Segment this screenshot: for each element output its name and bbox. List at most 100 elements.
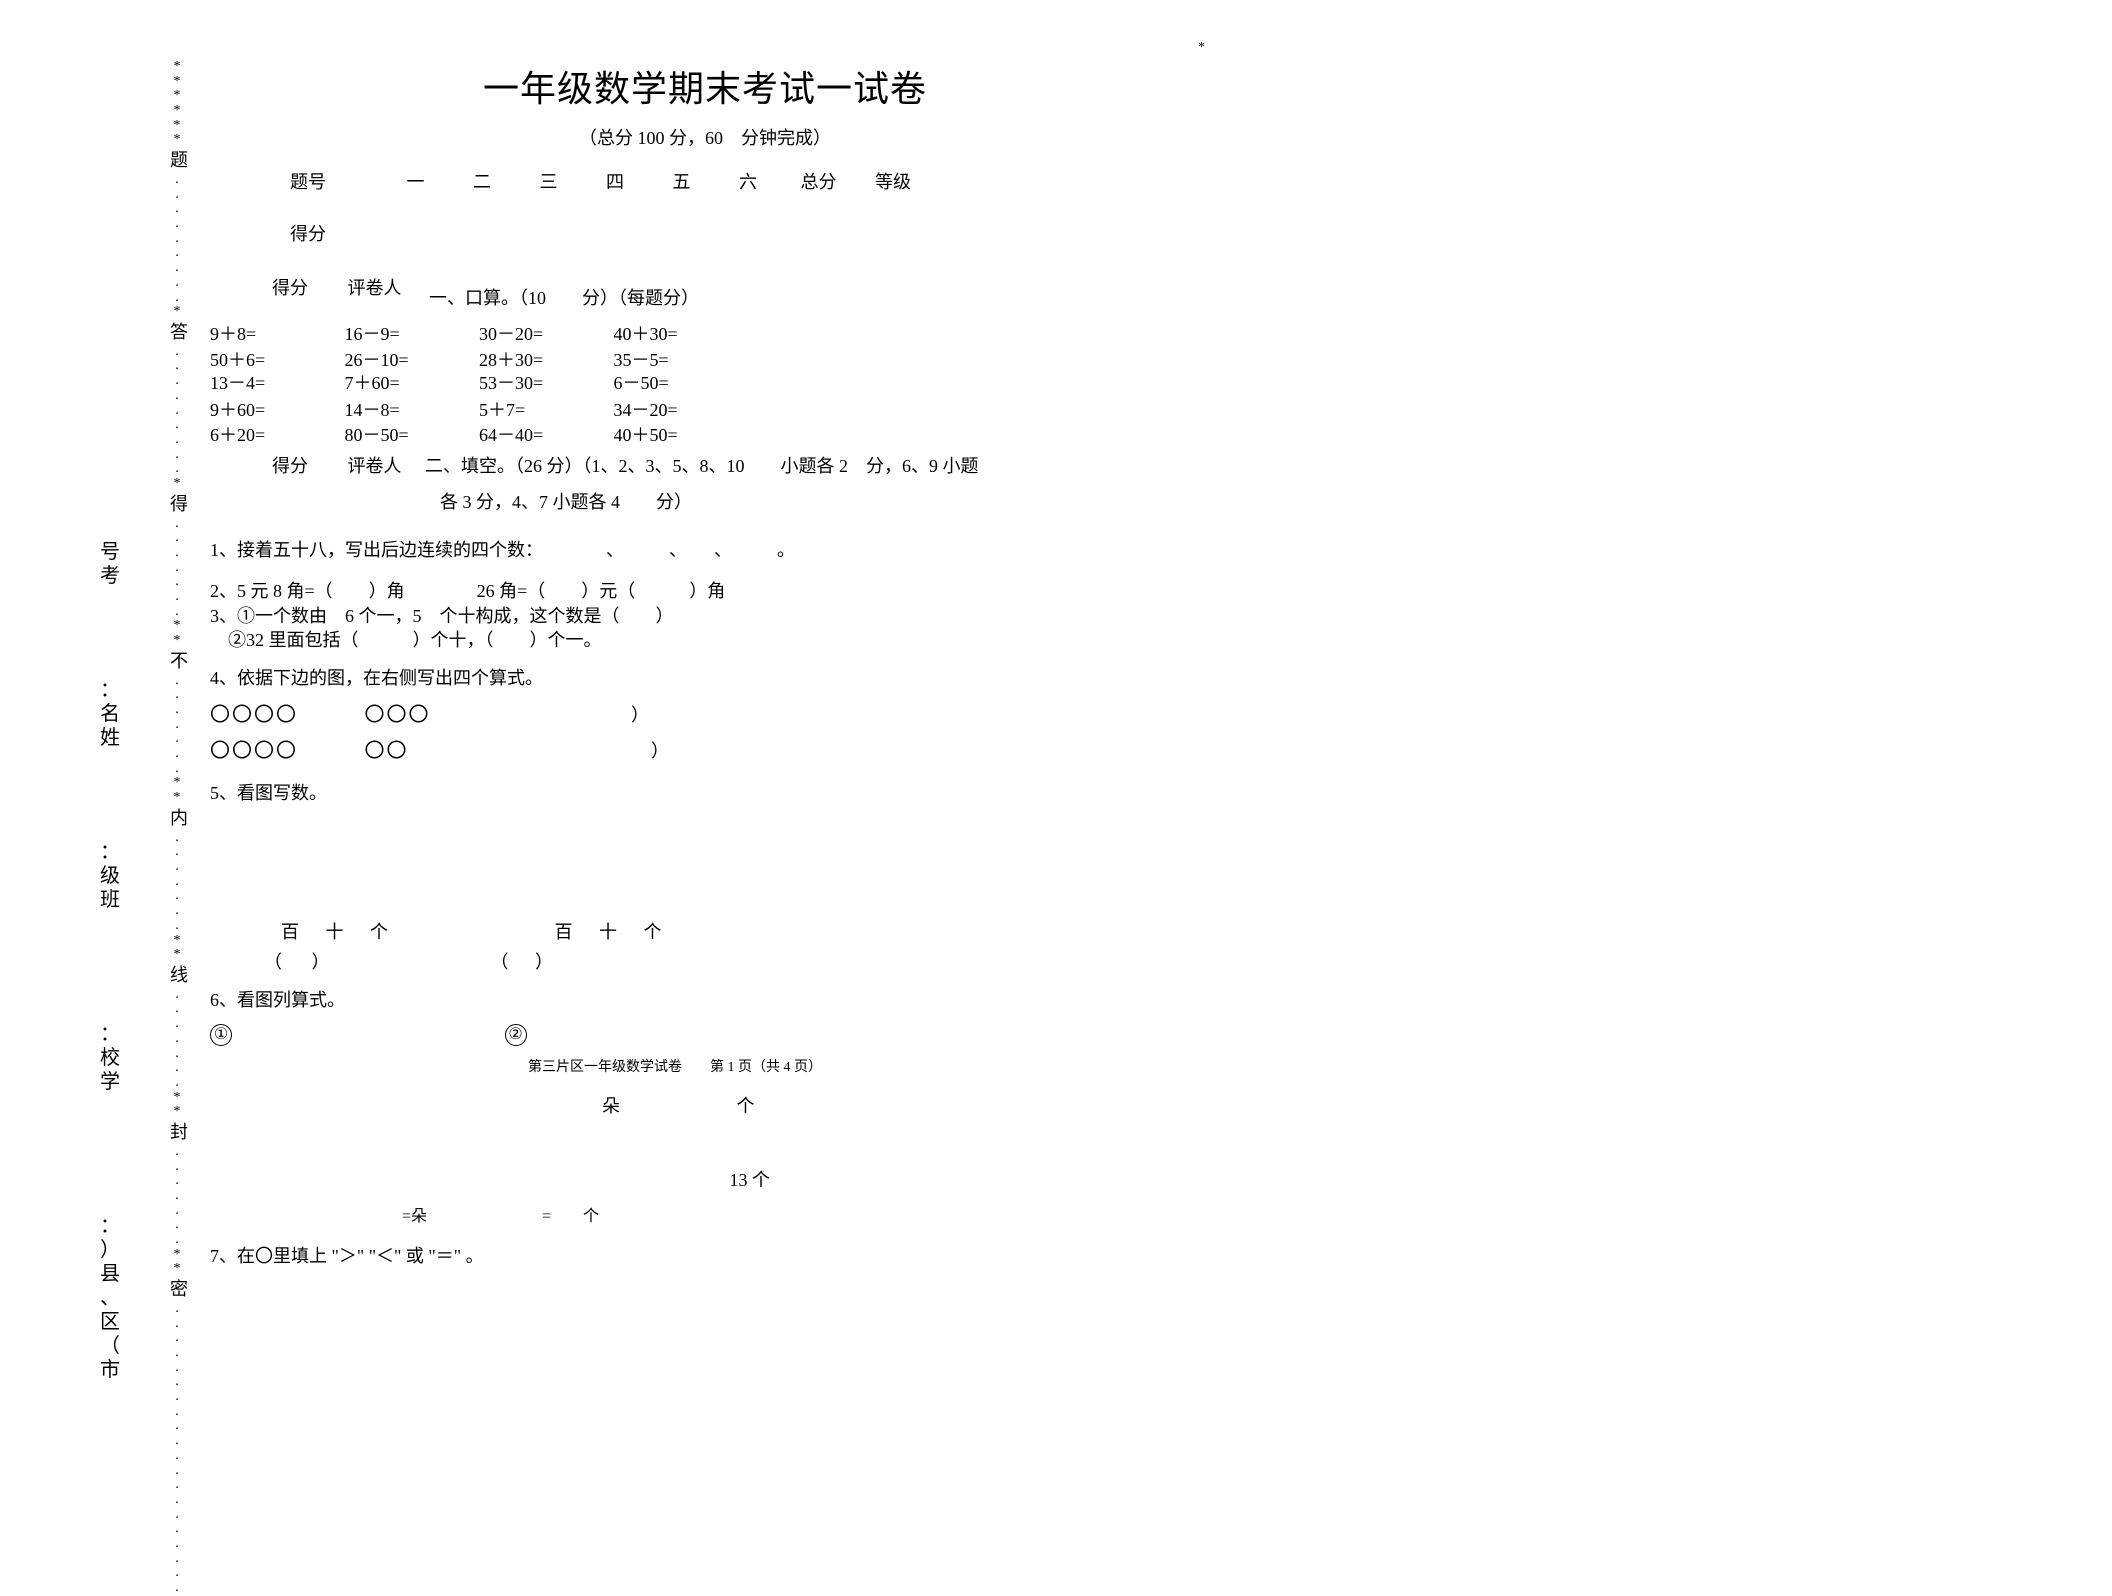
- calc-cell: 34－20=: [614, 396, 744, 425]
- q4-circles-row-1: 〇〇〇〇 〇〇〇 ）: [210, 699, 1080, 731]
- seal-dot: .: [170, 703, 184, 718]
- seal-dot: .: [170, 232, 184, 247]
- seal-dot: .: [170, 575, 184, 590]
- calc-cell: 13－4=: [210, 372, 340, 395]
- seal-dot: .: [170, 1478, 184, 1493]
- seal-dot: .: [170, 919, 184, 934]
- calc-cell: 26－10=: [345, 349, 475, 372]
- section-2-header-1: 二、填空。（26 分）（1、2、3、5、8、10 小题各 2 分，6、9 小题: [425, 452, 979, 478]
- char: 姓: [90, 726, 130, 750]
- seal-dot: .: [170, 261, 184, 276]
- score-header-label: 题号: [290, 168, 380, 194]
- seal-dot: .: [170, 845, 184, 860]
- circle-block: 〇〇〇〇: [210, 699, 360, 731]
- seal-dot: .: [170, 1204, 184, 1219]
- label-kaohao: 号 考: [90, 540, 130, 588]
- seal-dot: .: [170, 674, 184, 689]
- eq-ge: = 个: [479, 1202, 599, 1226]
- calc-cell: 16－9=: [345, 320, 475, 349]
- place-ge: 个: [359, 918, 399, 944]
- section-1-header: 一、口算。（10 分）（每题分）: [429, 284, 699, 310]
- seal-dot: *: [170, 104, 184, 119]
- page-footer-note: 第三片区一年级数学试卷 第 1 页（共 4 页）: [270, 1056, 1080, 1076]
- seal-dot: *: [170, 934, 184, 949]
- seal-dot: .: [170, 718, 184, 733]
- seal-dot: *: [170, 133, 184, 148]
- calc-row-4: 9＋60= 14－8= 5＋7= 34－20=: [210, 396, 1080, 425]
- char: ：: [90, 678, 130, 702]
- seal-dot: .: [170, 1017, 184, 1032]
- seal-dot: .: [170, 889, 184, 904]
- place-bracket-row: （ ） （ ）: [210, 948, 1080, 974]
- col-2: 二: [451, 168, 513, 194]
- seal-dot: *: [170, 75, 184, 90]
- lparen: （: [480, 948, 520, 974]
- seal-dot: .: [170, 988, 184, 1003]
- seal-dot: .: [170, 188, 184, 203]
- q2: 2、5 元 8 角=（ ）角 26 角=（ ）元（ ）角: [210, 577, 1080, 606]
- scorer-right: 评卷人: [335, 452, 415, 478]
- seal-dot: .: [170, 291, 184, 306]
- seal-dot: .: [170, 389, 184, 404]
- scorer-left: 得分: [250, 274, 330, 300]
- seal-dot: .: [170, 462, 184, 477]
- char: 班: [90, 888, 130, 912]
- rparen: ）: [524, 948, 564, 974]
- section-2-header-2: 各 3 分，4、7 小题各 4 分）: [440, 488, 1080, 514]
- unit-ge: 个: [625, 1092, 755, 1118]
- seal-dot: *: [170, 619, 184, 634]
- q3a: 3、①一个数由 6 个一，5 个十构成，这个数是（ ）: [210, 605, 1080, 628]
- place-value-row: 百 十 个 百 十 个: [210, 918, 1080, 944]
- scorer-box-2: 得分 评卷人 二、填空。（26 分）（1、2、3、5、8、10 小题各 2 分，…: [250, 452, 1080, 478]
- seal-dot: .: [170, 418, 184, 433]
- seal-dot: .: [170, 1361, 184, 1376]
- calc-cell: 53－30=: [479, 372, 609, 395]
- col-5: 五: [651, 168, 713, 194]
- seal-dot: .: [170, 1405, 184, 1420]
- calc-cell: 30－20=: [479, 320, 609, 349]
- seal-dot: .: [170, 276, 184, 291]
- seal-dot: .: [170, 173, 184, 188]
- exam-title: 一年级数学期末考试一试卷: [330, 60, 1080, 112]
- seal-dot: .: [170, 1493, 184, 1508]
- seal-dot: *: [170, 477, 184, 492]
- calc-cell: 64－40=: [479, 424, 609, 447]
- seal-dot: .: [170, 1174, 184, 1189]
- calc-cell: 35－5=: [614, 349, 744, 372]
- char: 、: [90, 1286, 130, 1310]
- seal-dot: *: [170, 1091, 184, 1106]
- char: ：: [90, 840, 130, 864]
- label-xuexiao: ： 校 学: [90, 1022, 130, 1094]
- char: 校: [90, 1046, 130, 1070]
- q4-circles-row-2: 〇〇〇〇 〇〇 ）: [210, 735, 1080, 767]
- calc-cell: 5＋7=: [479, 396, 609, 425]
- place-shi: 十: [588, 918, 628, 944]
- q6: 6、看图列算式。: [210, 986, 1080, 1015]
- seal-key-char: 答: [170, 323, 184, 342]
- col-3: 三: [518, 168, 580, 194]
- label-13ge: 13 个: [210, 1166, 770, 1192]
- char: ）: [90, 1238, 130, 1262]
- place-ge: 个: [633, 918, 673, 944]
- seal-dot: *: [170, 1248, 184, 1263]
- seal-dot: .: [170, 433, 184, 448]
- label-banji: ： 级 班: [90, 840, 130, 912]
- seal-key-char: 不: [170, 652, 184, 671]
- seal-dot: *: [170, 1105, 184, 1120]
- exam-subtitle: （总分 100 分，60 分钟完成）: [330, 124, 1080, 150]
- calc-row-5: 6＋20= 80－50= 64－40= 40＋50=: [210, 424, 1080, 447]
- asterisk-mark: *: [1198, 40, 1205, 56]
- score-header-row: 题号 一 二 三 四 五 六 总分 等级: [290, 168, 1080, 194]
- seal-dot: .: [170, 1002, 184, 1017]
- circled-2: ②: [505, 1024, 527, 1046]
- seal-dot: *: [170, 634, 184, 649]
- circle-block: 〇〇〇: [365, 699, 485, 731]
- q6-numbers: ① ②: [210, 1023, 1080, 1046]
- seal-dot: .: [170, 202, 184, 217]
- paren: ）: [489, 737, 669, 766]
- calc-row-1: 9＋8= 16－9= 30－20= 40＋30=: [210, 320, 1080, 349]
- seal-dot: .: [170, 1508, 184, 1523]
- calc-cell: 80－50=: [345, 424, 475, 447]
- col-1: 一: [385, 168, 447, 194]
- char: 名: [90, 702, 130, 726]
